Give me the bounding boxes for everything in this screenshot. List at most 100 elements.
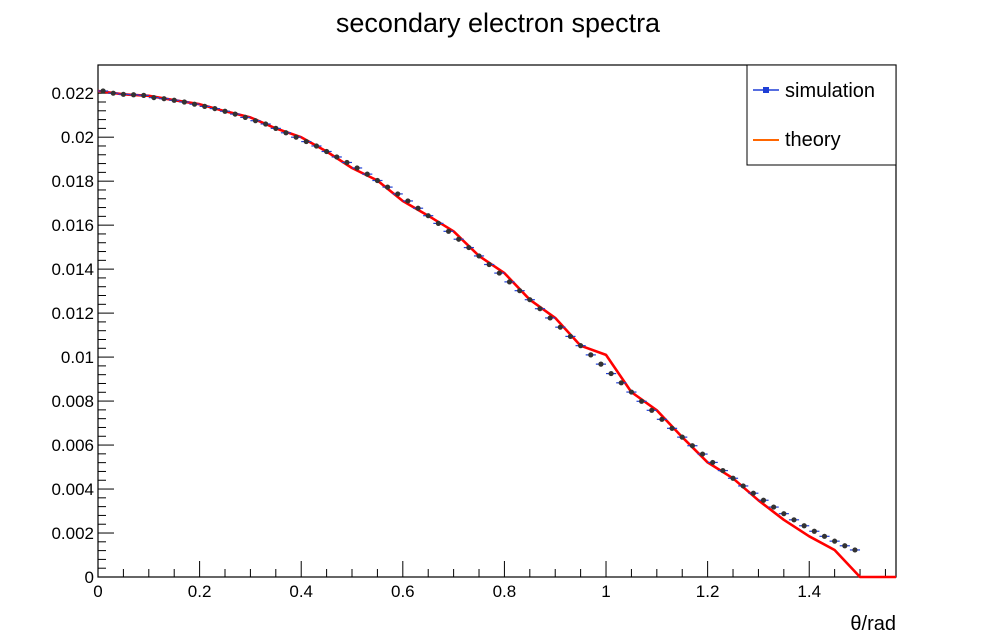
simulation-point: [443, 228, 454, 234]
x-tick-label: 0: [93, 582, 102, 601]
simulation-point: [819, 533, 830, 539]
simulation-point: [98, 88, 109, 94]
simulation-point: [524, 297, 535, 303]
simulation-point: [138, 92, 149, 98]
plot-frame: [97, 64, 897, 578]
simulation-point: [392, 191, 403, 197]
simulation-point: [270, 125, 281, 131]
simulation-point: [809, 528, 820, 534]
simulation-point: [352, 165, 363, 171]
simulation-point: [585, 352, 596, 358]
x-tick-label: 1: [601, 582, 610, 601]
simulation-point: [606, 370, 617, 377]
simulation-point: [849, 547, 861, 553]
x-tick-label: 0.8: [493, 582, 517, 601]
simulation-point: [484, 261, 495, 268]
simulation-point: [677, 434, 688, 440]
simulation-point: [494, 270, 505, 276]
simulation-point: [697, 451, 708, 457]
simulation-point: [829, 538, 840, 544]
simulation-point: [128, 92, 139, 98]
simulation-point: [412, 205, 424, 211]
simulation-point: [209, 105, 220, 112]
x-tick-label: 0.2: [188, 582, 212, 601]
simulation-point: [687, 443, 698, 449]
simulation-point: [555, 324, 566, 330]
simulation-point: [169, 97, 180, 103]
simulation-point: [514, 288, 525, 294]
y-tick-label: 0.014: [51, 260, 94, 279]
simulation-point: [433, 220, 444, 226]
y-tick-label: 0.016: [51, 216, 94, 235]
simulation-point: [839, 543, 850, 549]
y-tick-label: 0.022: [51, 84, 94, 103]
simulation-point: [311, 143, 322, 149]
simulation-point: [382, 184, 393, 190]
simulation-point: [402, 198, 413, 204]
simulation-point: [545, 315, 556, 321]
simulation-point: [595, 361, 607, 367]
simulation-point: [738, 483, 749, 489]
simulation-point: [372, 177, 383, 184]
simulation-point: [230, 111, 241, 117]
legend-simulation-marker: [763, 87, 769, 93]
simulation-point: [260, 121, 271, 127]
x-tick-label: 1.2: [696, 582, 720, 601]
simulation-point: [158, 96, 170, 102]
simulation-point: [768, 504, 779, 510]
x-tick-label: 0.4: [289, 582, 313, 601]
simulation-point: [473, 253, 485, 259]
simulation-point: [788, 517, 800, 523]
simulation-point: [636, 398, 647, 404]
simulation-point: [118, 91, 129, 97]
y-tick-label: 0.01: [61, 348, 94, 367]
simulation-point: [565, 333, 576, 340]
legend-entry-theory: theory: [753, 129, 841, 151]
simulation-point: [250, 118, 261, 124]
y-tick-label: 0.02: [61, 128, 94, 147]
simulation-point: [301, 138, 312, 145]
x-axis-label: θ/rad: [850, 613, 896, 635]
simulation-point: [656, 416, 667, 422]
legend-entry-simulation: simulation: [753, 80, 875, 102]
y-tick-label: 0.006: [51, 436, 94, 455]
y-tick-label: 0.018: [51, 172, 94, 191]
simulation-point: [626, 389, 637, 395]
legend-simulation-label: simulation: [785, 80, 875, 102]
simulation-point: [291, 134, 302, 140]
simulation-point: [727, 475, 739, 481]
y-axis: 0 0.002 0.004 0.006 0.008 0.01 0.012 0.014 0.016…: [51, 84, 114, 587]
simulation-point: [575, 343, 586, 349]
legend-theory-label: theory: [785, 129, 841, 151]
simulation-point: [778, 511, 789, 517]
simulation-point: [423, 213, 434, 219]
simulation-point: [219, 108, 231, 114]
y-tick-label: 0.004: [51, 480, 94, 499]
x-tick-label: 1.4: [797, 582, 821, 601]
simulation-point: [646, 407, 657, 413]
simulation-point: [148, 94, 159, 101]
simulation-point: [331, 154, 342, 160]
simulation-point: [666, 425, 678, 431]
simulation-point: [534, 306, 546, 312]
simulation-point: [799, 523, 810, 529]
x-axis: 0 0.2 0.4 0.6 0.8 1 1.2 1.4: [93, 561, 886, 601]
simulation-point: [616, 380, 627, 386]
simulation-point: [362, 171, 373, 177]
x-tick-label: 0.6: [391, 582, 415, 601]
simulation-point: [199, 103, 210, 109]
simulation-point: [341, 159, 353, 166]
simulation-point: [707, 459, 718, 466]
simulation-point: [748, 490, 759, 496]
simulation-point: [108, 90, 119, 96]
simulation-point: [240, 114, 251, 120]
y-tick-label: 0.008: [51, 392, 94, 411]
y-tick-label: 0: [85, 568, 94, 587]
simulation-point: [504, 279, 515, 285]
simulation-point: [717, 467, 728, 474]
legend-box: [746, 64, 897, 166]
simulation-point: [453, 236, 464, 242]
chart-title: secondary electron spectra: [336, 8, 661, 38]
simulation-point: [179, 99, 190, 105]
